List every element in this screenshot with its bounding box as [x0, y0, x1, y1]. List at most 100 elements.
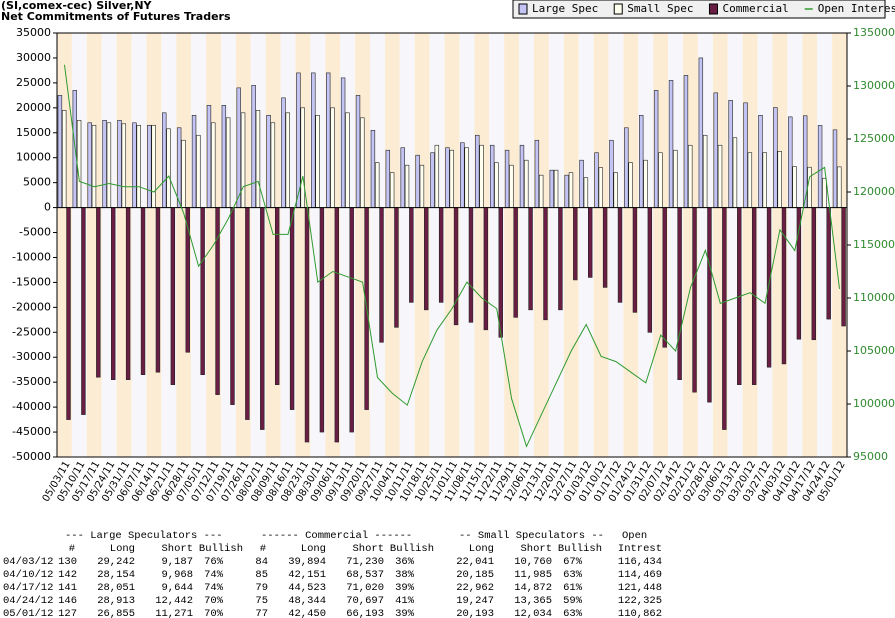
table-column-header: Short [161, 543, 193, 555]
bar [479, 144, 484, 208]
bar [707, 207, 712, 403]
table-cell: 114,469 [618, 569, 662, 581]
bar [140, 207, 146, 375]
y-tick-label: -30000 [12, 350, 51, 363]
table-column-header: # [260, 543, 266, 555]
bar [519, 144, 525, 208]
table-cell: 04/10/12 [3, 569, 53, 581]
bar [573, 207, 578, 281]
bar [162, 112, 167, 208]
bar [181, 139, 186, 208]
bar [673, 149, 678, 208]
bar [345, 112, 350, 208]
stripe [608, 33, 624, 457]
bar [349, 207, 354, 433]
y-tick-label: 5000 [23, 176, 51, 189]
bar [489, 144, 495, 208]
table-cell: 48,344 [288, 595, 326, 607]
bar [379, 207, 384, 343]
stripe [563, 33, 579, 457]
bar [534, 139, 540, 208]
bar [837, 166, 842, 208]
bar [255, 110, 261, 208]
bar [747, 152, 753, 208]
bar [415, 154, 420, 208]
y2-tick-label: 110000 [853, 291, 895, 304]
bar [117, 119, 122, 208]
table-cell: 63% [563, 569, 583, 581]
bar [722, 207, 727, 430]
bar [717, 144, 723, 208]
bar [245, 207, 250, 420]
bar [653, 90, 659, 208]
y-tick-label: 25000 [16, 76, 51, 89]
bar [409, 207, 414, 303]
table-cell: 70% [204, 595, 224, 607]
bar [832, 129, 838, 208]
table-cell: 10,760 [514, 556, 552, 568]
bar [538, 174, 544, 208]
table-cell: 122,325 [618, 595, 662, 607]
table-cell: 141 [58, 582, 77, 594]
bar [191, 115, 197, 208]
table-column-header: Short [352, 543, 384, 555]
bar [483, 207, 489, 331]
table-cell: 12,034 [514, 608, 552, 618]
bar [121, 123, 127, 208]
table-cell: 04/17/12 [3, 582, 53, 594]
bar [460, 142, 465, 208]
bar [81, 207, 86, 415]
bar [340, 77, 346, 208]
table-cell: 68,537 [346, 569, 384, 581]
table-group-header: ------ Commercial ------ [261, 530, 412, 542]
bar [285, 112, 290, 208]
bar [102, 119, 107, 208]
bar [841, 207, 846, 327]
bar [96, 207, 101, 378]
bar [221, 105, 227, 208]
bar [513, 207, 518, 318]
bar [792, 166, 797, 208]
bar [468, 207, 474, 323]
bar [702, 134, 708, 208]
bar [151, 124, 156, 208]
table-cell: 41% [395, 595, 415, 607]
bar [762, 152, 767, 208]
stripe [548, 33, 564, 457]
bar [430, 152, 435, 208]
stripe [519, 33, 534, 457]
table-cell: 121,448 [618, 582, 662, 594]
bar [826, 207, 831, 320]
table-cell: 38% [395, 569, 415, 581]
bar [564, 174, 569, 208]
y-tick-label: -15000 [12, 275, 51, 288]
table-cell: 67% [563, 556, 583, 568]
table-cell: 9,968 [161, 569, 193, 581]
bar [360, 117, 365, 208]
bar [504, 149, 510, 208]
bar [543, 207, 548, 321]
table-cell: 36% [395, 556, 415, 568]
bar [728, 100, 733, 208]
y2-tick-label: 115000 [853, 238, 895, 251]
bar [822, 177, 827, 208]
stripe [593, 33, 609, 457]
table-cell: 146 [58, 595, 77, 607]
table-cell: 110,862 [618, 608, 662, 618]
legend-label: Large Spec [532, 2, 598, 15]
bar [594, 152, 599, 208]
bar [300, 107, 305, 208]
legend-label: Open Interest [818, 2, 895, 15]
bar [315, 115, 320, 208]
bar [743, 102, 748, 208]
bar [528, 207, 533, 311]
bar [732, 137, 738, 208]
stripe [489, 33, 505, 457]
table-cell: 28,154 [97, 569, 135, 581]
table-cell: 75 [255, 595, 268, 607]
bar [196, 134, 201, 208]
y-tick-label: 15000 [16, 126, 51, 139]
table-group-header: Open [622, 530, 647, 542]
bar [132, 122, 137, 208]
